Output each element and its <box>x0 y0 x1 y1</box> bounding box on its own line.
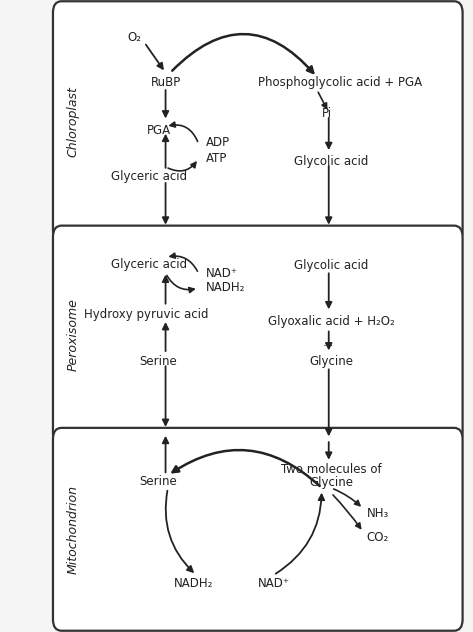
Text: NADH₂: NADH₂ <box>206 281 245 294</box>
Text: RuBP: RuBP <box>150 76 181 88</box>
FancyBboxPatch shape <box>53 428 463 631</box>
Text: ...: ... <box>323 336 334 349</box>
Text: NAD⁺: NAD⁺ <box>206 267 238 280</box>
Text: Glyoxalic acid + H₂O₂: Glyoxalic acid + H₂O₂ <box>268 315 394 327</box>
Text: Glycolic acid: Glycolic acid <box>294 155 368 167</box>
Text: NAD⁺: NAD⁺ <box>258 577 290 590</box>
Text: Two molecules of: Two molecules of <box>281 463 381 476</box>
Text: PGA: PGA <box>146 125 171 137</box>
Text: Serine: Serine <box>140 475 177 488</box>
Text: Peroxisome: Peroxisome <box>67 298 80 372</box>
Text: NH₃: NH₃ <box>367 507 389 520</box>
Text: Serine: Serine <box>140 355 177 368</box>
Text: Glycine: Glycine <box>309 355 353 368</box>
Text: Chloroplast: Chloroplast <box>67 86 80 157</box>
Text: ATP: ATP <box>206 152 227 164</box>
Text: ADP: ADP <box>206 136 230 149</box>
Text: Glycolic acid: Glycolic acid <box>294 259 368 272</box>
Text: Phosphoglycolic acid + PGA: Phosphoglycolic acid + PGA <box>259 76 422 88</box>
Text: Mitochondrion: Mitochondrion <box>67 485 80 574</box>
Text: Glyceric acid: Glyceric acid <box>111 258 187 270</box>
Text: O₂: O₂ <box>128 32 142 44</box>
Text: NADH₂: NADH₂ <box>174 577 214 590</box>
Text: Hydroxy pyruvic acid: Hydroxy pyruvic acid <box>84 308 209 320</box>
Text: CO₂: CO₂ <box>367 531 389 544</box>
FancyBboxPatch shape <box>53 1 463 242</box>
Text: Glyceric acid: Glyceric acid <box>111 171 187 183</box>
Text: Pi: Pi <box>322 107 332 120</box>
FancyBboxPatch shape <box>53 226 463 444</box>
Text: Glycine: Glycine <box>309 476 353 489</box>
